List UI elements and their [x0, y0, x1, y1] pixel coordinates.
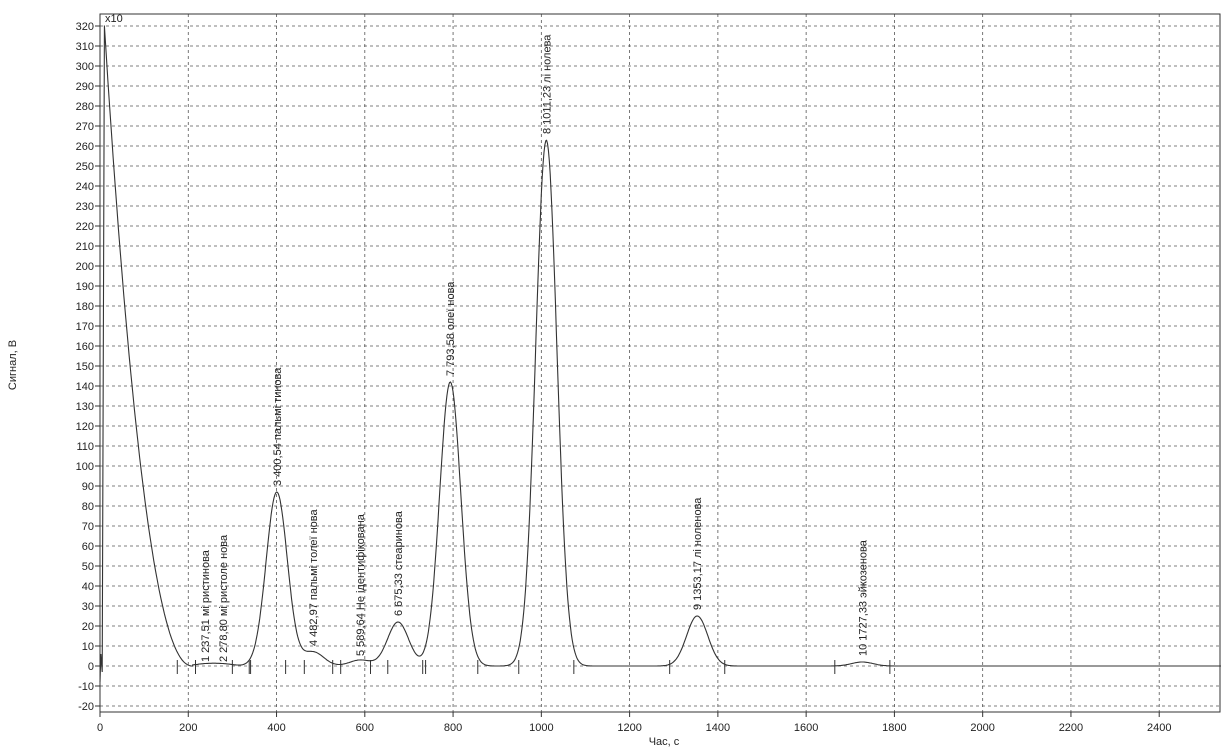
peak-label: 7 793,58 олеї нова: [445, 281, 457, 376]
y-tick-label: 260: [76, 141, 94, 153]
y-tick-label: -10: [78, 681, 94, 693]
peak-label: 2 278,80 мі ристоле нова: [218, 534, 230, 662]
y-tick-label: 140: [76, 381, 94, 393]
peak-label-layer: 1 237,51 мі ристинова 2 278,80 мі ристоле…: [200, 34, 870, 662]
plot-frame: [99, 13, 1221, 713]
x-tick-label: 1200: [617, 722, 641, 734]
y-tick-label: 240: [76, 181, 94, 193]
y-tick-label: 160: [76, 341, 94, 353]
y-tick-label: 300: [76, 61, 94, 73]
y-tick-label: 50: [82, 561, 94, 573]
x-tick-label: 400: [267, 722, 285, 734]
y-tick-label: 150: [76, 361, 94, 373]
y-tick-label: 10: [82, 641, 94, 653]
y-tick-label: 90: [82, 481, 94, 493]
y-tick-label: 280: [76, 101, 94, 113]
chromatogram-line: [99, 25, 1221, 683]
y-tick-label: 110: [76, 441, 94, 453]
y-tick-label: 100: [76, 461, 94, 473]
y-tick-label: 250: [76, 161, 94, 173]
x-tick-label: 2200: [1059, 722, 1083, 734]
grid-layer: [99, 14, 1221, 712]
peak-label: 6 675,33 стеаринова: [393, 510, 405, 616]
y-tick-label: 80: [82, 501, 94, 513]
y-tick-label: 210: [76, 241, 94, 253]
y-tick-label: 40: [82, 581, 94, 593]
y-tick-label: 170: [76, 321, 94, 333]
x-tick-label: 2400: [1147, 722, 1171, 734]
y-tick-label: -20: [78, 701, 94, 713]
peak-label: 8 1011,23 лі нолева: [541, 34, 553, 134]
peak-label: 5 589,64 Не ідентифікована: [355, 513, 367, 656]
curve-layer: [99, 25, 1221, 683]
y-tick-label: 120: [76, 421, 94, 433]
y-multiplier-label: x10: [105, 13, 123, 25]
x-tick-label: 0: [97, 722, 103, 734]
peak-label: 9 1353,17 лі ноленова: [692, 497, 704, 610]
x-tick-label: 1800: [882, 722, 906, 734]
x-tick-label: 1600: [794, 722, 818, 734]
x-tick-label: 2000: [970, 722, 994, 734]
y-tick-label: 320: [76, 21, 94, 33]
y-tick-label: 200: [76, 261, 94, 273]
x-tick-label: 600: [356, 722, 374, 734]
y-tick-label: 270: [76, 121, 94, 133]
peak-label: 3 400,54 пальмі тинова: [272, 367, 284, 486]
peak-label: 1 237,51 мі ристинова: [200, 549, 212, 662]
y-tick-label: 220: [76, 221, 94, 233]
y-tick-label: 20: [82, 621, 94, 633]
x-tick-label: 1000: [529, 722, 553, 734]
y-tick-label: 190: [76, 281, 94, 293]
y-tick-label: 0: [88, 661, 94, 673]
y-tick-label: 70: [82, 521, 94, 533]
x-tick-label: 1400: [706, 722, 730, 734]
y-axis-title: Сигнал, В: [7, 340, 19, 390]
x-tick-label: 800: [444, 722, 462, 734]
y-tick-label: 180: [76, 301, 94, 313]
y-tick-label: 60: [82, 541, 94, 553]
y-tick-label: 30: [82, 601, 94, 613]
y-tick-label: 290: [76, 81, 94, 93]
x-tick-label: 200: [179, 722, 197, 734]
axis-layer: -20 -10 0 10 20 30 40 50 60 70 80 90 100 110 120 130 140…: [76, 13, 1221, 734]
y-tick-label: 310: [76, 41, 94, 53]
peak-label: 10 1727,33 эйкозенова: [857, 539, 869, 656]
y-tick-label: 130: [76, 401, 94, 413]
x-axis-title: Час, с: [649, 736, 680, 748]
y-tick-label: 230: [76, 201, 94, 213]
peak-label: 4 482,97 пальмі толеї нова: [308, 508, 320, 646]
